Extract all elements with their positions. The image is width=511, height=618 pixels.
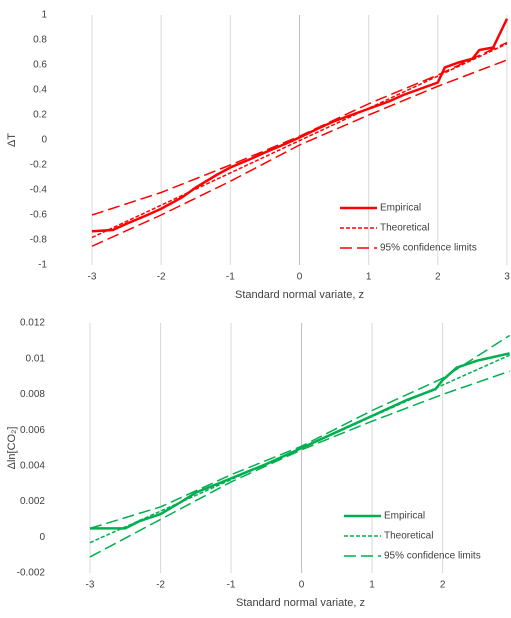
x-tick-label: 0 (297, 272, 303, 283)
series-line (91, 41, 508, 216)
x-tick-label: -3 (88, 272, 97, 283)
series-line (90, 352, 510, 530)
series-line (91, 43, 508, 239)
y-tick-label: 0.4 (33, 85, 47, 96)
y-axis-label: Δln[CO₂] (6, 427, 18, 470)
y-tick-label: 0.8 (33, 35, 47, 46)
series-line (89, 370, 510, 558)
series-line (89, 354, 510, 544)
y-tick-label: 0.008 (20, 389, 45, 400)
y-tick-label: -0.002 (17, 568, 46, 579)
x-tick-label: 2 (435, 272, 441, 283)
y-tick-label: -0.8 (30, 235, 48, 246)
y-tick-label: 0.012 (20, 318, 45, 329)
series-line (91, 18, 509, 233)
x-tick-label: -2 (157, 272, 166, 283)
legend-label: Empirical (380, 203, 421, 214)
x-axis-label: Standard normal variate, z (235, 289, 364, 301)
legend-label: 95% confidence limits (380, 243, 477, 254)
y-tick-label: 0 (39, 532, 45, 543)
y-tick-label: -0.2 (30, 160, 48, 171)
x-axis-label: Standard normal variate, z (236, 597, 365, 609)
legend-label: Theoretical (384, 531, 433, 542)
y-tick-label: -1 (38, 260, 47, 271)
y-tick-label: 0.004 (20, 460, 45, 471)
legend-label: Empirical (384, 511, 425, 522)
series-line (89, 334, 510, 530)
legend-label: Theoretical (380, 223, 429, 234)
legend-label: 95% confidence limits (384, 551, 481, 562)
x-tick-label: 1 (369, 580, 375, 591)
x-tick-label: -3 (86, 580, 95, 591)
y-tick-label: -0.4 (30, 185, 48, 196)
x-tick-label: 3 (504, 272, 510, 283)
y-tick-label: 0.006 (20, 425, 45, 436)
x-tick-label: -1 (227, 580, 236, 591)
x-tick-label: -2 (156, 580, 165, 591)
y-tick-label: 0.6 (33, 60, 47, 71)
y-tick-label: 0 (41, 135, 47, 146)
x-tick-label: 1 (366, 272, 372, 283)
series-line (91, 59, 508, 247)
y-tick-label: 1 (41, 10, 47, 21)
y-axis-label: ΔT (6, 133, 18, 147)
y-tick-label: -0.6 (30, 210, 48, 221)
y-tick-label: 0.01 (26, 353, 46, 364)
x-tick-label: 0 (299, 580, 305, 591)
x-tick-label: -1 (226, 272, 235, 283)
y-tick-label: 0.002 (20, 496, 45, 507)
y-tick-label: 0.2 (33, 110, 47, 121)
x-tick-label: 2 (440, 580, 446, 591)
